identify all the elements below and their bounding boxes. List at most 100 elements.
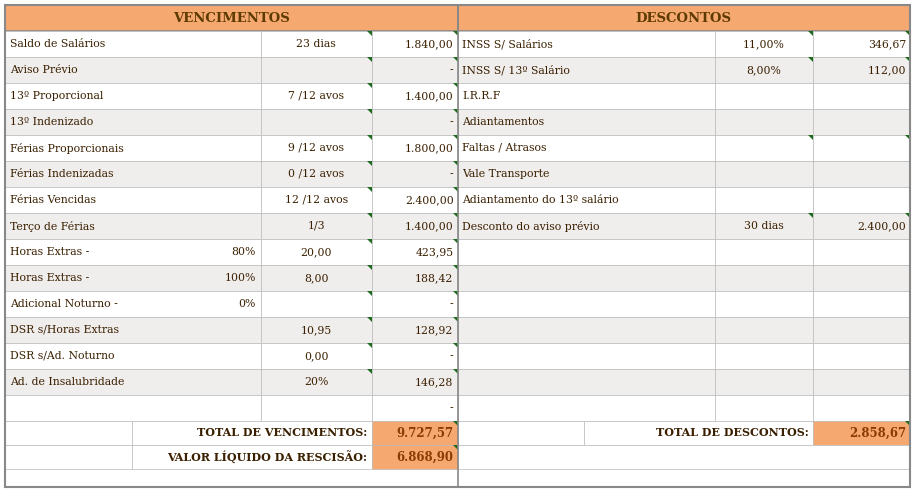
Text: 146,28: 146,28 xyxy=(415,377,454,387)
Text: 8,00: 8,00 xyxy=(304,273,328,283)
Bar xyxy=(584,421,813,445)
Bar xyxy=(458,57,716,83)
Bar xyxy=(261,213,371,239)
Bar xyxy=(261,239,371,265)
Polygon shape xyxy=(367,369,371,374)
Text: 30 dias: 30 dias xyxy=(744,221,784,231)
Text: -: - xyxy=(450,403,454,413)
Bar xyxy=(5,421,132,445)
Bar xyxy=(716,161,813,187)
Bar xyxy=(5,239,261,265)
Polygon shape xyxy=(453,421,458,426)
Bar xyxy=(458,135,716,161)
Text: -: - xyxy=(450,117,454,127)
Bar xyxy=(458,187,716,213)
Bar xyxy=(261,369,371,395)
Text: 188,42: 188,42 xyxy=(415,273,454,283)
Text: 100%: 100% xyxy=(224,273,255,283)
Bar xyxy=(5,135,261,161)
Bar xyxy=(813,421,910,445)
Polygon shape xyxy=(905,421,910,426)
Polygon shape xyxy=(453,239,458,244)
Text: DSR s/Horas Extras: DSR s/Horas Extras xyxy=(10,325,119,335)
Bar xyxy=(5,83,261,109)
Bar xyxy=(716,265,813,291)
Text: 13º Proporcional: 13º Proporcional xyxy=(10,91,103,101)
Text: 1.400,00: 1.400,00 xyxy=(404,221,454,231)
Bar xyxy=(132,421,371,445)
Text: 6.868,90: 6.868,90 xyxy=(396,451,454,463)
Polygon shape xyxy=(367,187,371,192)
Polygon shape xyxy=(367,291,371,296)
Text: 112,00: 112,00 xyxy=(867,65,906,75)
Bar xyxy=(261,265,371,291)
Bar xyxy=(458,317,716,343)
Text: 1.840,00: 1.840,00 xyxy=(404,39,454,49)
Polygon shape xyxy=(808,31,813,36)
Polygon shape xyxy=(453,83,458,88)
Text: DESCONTOS: DESCONTOS xyxy=(636,11,732,25)
Bar xyxy=(458,421,584,445)
Bar xyxy=(813,31,910,57)
Text: VALOR LÍQUIDO DA RESCISÃO:: VALOR LÍQUIDO DA RESCISÃO: xyxy=(167,451,368,463)
Text: TOTAL DE DESCONTOS:: TOTAL DE DESCONTOS: xyxy=(656,428,809,438)
Polygon shape xyxy=(808,213,813,218)
Text: -: - xyxy=(450,169,454,179)
Polygon shape xyxy=(453,343,458,348)
Text: 23 dias: 23 dias xyxy=(296,39,336,49)
Bar xyxy=(371,57,458,83)
Bar xyxy=(5,445,132,469)
Bar xyxy=(813,135,910,161)
Bar xyxy=(813,239,910,265)
Text: Férias Indenizadas: Férias Indenizadas xyxy=(10,169,113,179)
Bar xyxy=(261,109,371,135)
Bar xyxy=(261,343,371,369)
Polygon shape xyxy=(905,57,910,62)
Text: 1.400,00: 1.400,00 xyxy=(404,91,454,101)
Text: -: - xyxy=(450,351,454,361)
Bar xyxy=(5,265,261,291)
Polygon shape xyxy=(367,135,371,140)
Bar xyxy=(813,343,910,369)
Bar xyxy=(813,161,910,187)
Bar xyxy=(458,445,910,469)
Bar xyxy=(716,395,813,421)
Bar xyxy=(458,109,716,135)
Polygon shape xyxy=(367,31,371,36)
Polygon shape xyxy=(367,213,371,218)
Bar xyxy=(261,317,371,343)
Bar xyxy=(5,317,261,343)
Bar xyxy=(5,291,261,317)
Bar xyxy=(813,265,910,291)
Text: -: - xyxy=(450,299,454,309)
Bar xyxy=(458,31,716,57)
Bar xyxy=(371,369,458,395)
Polygon shape xyxy=(367,239,371,244)
Text: INSS S/ Salários: INSS S/ Salários xyxy=(462,39,554,49)
Text: 9 /12 avos: 9 /12 avos xyxy=(288,143,344,153)
Bar xyxy=(371,239,458,265)
Polygon shape xyxy=(808,57,813,62)
Bar xyxy=(458,291,716,317)
Text: 346,67: 346,67 xyxy=(867,39,906,49)
Text: 1/3: 1/3 xyxy=(307,221,325,231)
Text: 128,92: 128,92 xyxy=(415,325,454,335)
Bar xyxy=(261,83,371,109)
Polygon shape xyxy=(367,109,371,114)
Text: 7 /12 avos: 7 /12 avos xyxy=(288,91,344,101)
Text: 2.400,00: 2.400,00 xyxy=(404,195,454,205)
Text: DSR s/Ad. Noturno: DSR s/Ad. Noturno xyxy=(10,351,114,361)
Bar xyxy=(458,213,716,239)
Bar xyxy=(813,369,910,395)
Bar xyxy=(5,5,458,31)
Text: 11,00%: 11,00% xyxy=(743,39,785,49)
Polygon shape xyxy=(367,83,371,88)
Bar xyxy=(5,343,261,369)
Bar xyxy=(716,239,813,265)
Bar xyxy=(716,109,813,135)
Polygon shape xyxy=(453,161,458,166)
Bar xyxy=(371,317,458,343)
Polygon shape xyxy=(905,135,910,140)
Text: Adicional Noturno -: Adicional Noturno - xyxy=(10,299,118,309)
Polygon shape xyxy=(367,317,371,322)
